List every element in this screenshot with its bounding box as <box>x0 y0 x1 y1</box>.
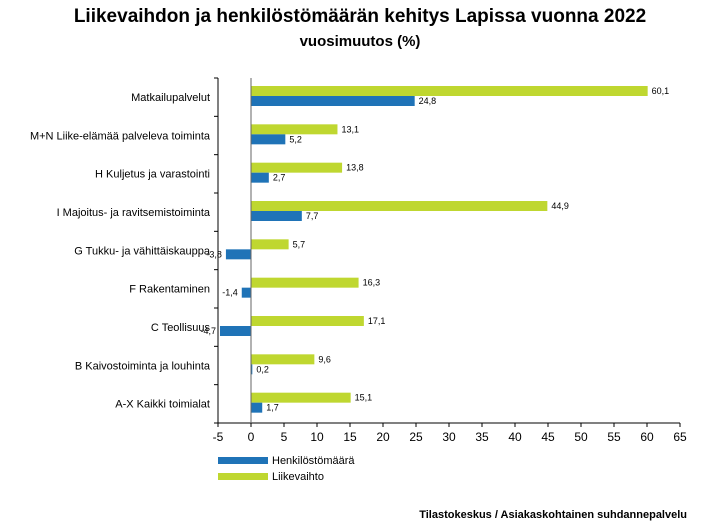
category-label: F Rakentaminen <box>129 284 210 296</box>
data-label: 60,1 <box>652 86 670 96</box>
bar-henkilostomaara <box>241 287 251 298</box>
data-label: 13,1 <box>341 124 359 134</box>
x-tick-label: 25 <box>409 430 423 444</box>
x-tick-label: -5 <box>213 430 224 444</box>
x-tick-label: 65 <box>673 430 687 444</box>
x-tick-label: 40 <box>508 430 522 444</box>
source-note: Tilastokeskus / Asiakaskohtainen suhdann… <box>419 509 687 521</box>
data-label: 2,7 <box>273 173 286 183</box>
bar-liikevaihto <box>251 201 548 211</box>
x-tick-label: 10 <box>310 430 324 444</box>
x-tick-label: 5 <box>281 430 288 444</box>
legend-swatch <box>218 457 268 464</box>
data-label: -4,7 <box>200 326 216 336</box>
x-tick-label: 50 <box>574 430 588 444</box>
data-label: 7,7 <box>306 211 319 221</box>
x-tick-label: 15 <box>343 430 357 444</box>
x-tick-label: 35 <box>475 430 489 444</box>
bar-henkilostomaara <box>219 326 251 336</box>
category-label: C Teollisuus <box>151 322 211 334</box>
data-label: -3,8 <box>206 249 222 259</box>
legend-label: Henkilöstömäärä <box>272 455 355 467</box>
data-label: 17,1 <box>368 316 386 326</box>
bar-henkilostomaara <box>251 172 269 183</box>
bar-liikevaihto <box>251 354 315 365</box>
data-label: 5,2 <box>289 134 302 144</box>
data-label: 9,6 <box>318 354 331 364</box>
x-tick-label: 60 <box>640 430 654 444</box>
data-label: 13,8 <box>346 163 364 173</box>
data-label: 44,9 <box>551 201 569 211</box>
category-label: G Tukku- ja vähittäiskauppa <box>74 245 211 257</box>
bar-liikevaihto <box>251 392 351 403</box>
bar-henkilostomaara <box>251 402 263 413</box>
legend-label: Liikevaihto <box>272 471 324 483</box>
chart-title: Liikevaihdon ja henkilöstömäärän kehitys… <box>73 6 647 27</box>
axes-layer: -5 0 5 10 15 20 25 30 35 40 45 50 55 60 65 <box>213 77 687 444</box>
data-label: -1,4 <box>222 288 238 298</box>
x-tick-label: 55 <box>607 430 621 444</box>
chart-subtitle: vuosimuutos (%) <box>299 33 421 50</box>
category-label: M+N Liike-elämää palveleva toiminta <box>30 130 211 142</box>
bars-layer <box>219 86 648 413</box>
data-label: 16,3 <box>363 278 381 288</box>
data-label: 24,8 <box>419 96 437 106</box>
x-tick-label: 0 <box>248 430 255 444</box>
legend: Henkilöstömäärä Liikevaihto <box>218 455 355 483</box>
bar-liikevaihto <box>251 162 343 173</box>
bar-liikevaihto <box>251 277 359 288</box>
bar-henkilostomaara <box>225 249 251 260</box>
x-tick-label: 20 <box>376 430 390 444</box>
data-label: 1,7 <box>266 403 279 413</box>
bar-liikevaihto <box>251 124 338 135</box>
data-label: 0,2 <box>256 364 269 374</box>
category-label: B Kaivostoiminta ja louhinta <box>75 360 211 372</box>
bar-liikevaihto <box>251 239 289 250</box>
x-tick-label: 45 <box>541 430 555 444</box>
data-label: 5,7 <box>293 239 306 249</box>
labels-layer: Matkailupalvelut 60,1 24,8 M+N Liike-elämää… <box>30 86 669 413</box>
category-label: Matkailupalvelut <box>131 92 210 104</box>
x-tick-label: 30 <box>442 430 456 444</box>
bar-liikevaihto <box>251 316 364 326</box>
legend-swatch <box>218 473 268 480</box>
data-label: 15,1 <box>355 393 373 403</box>
bar-liikevaihto <box>251 86 648 96</box>
bar-henkilostomaara <box>251 134 286 145</box>
bar-henkilostomaara <box>251 96 415 106</box>
category-label: A-X Kaikki toimialat <box>115 399 210 411</box>
category-label: I Majoitus- ja ravitsemistoiminta <box>57 207 211 219</box>
bar-henkilostomaara <box>251 211 302 221</box>
category-label: H Kuljetus ja varastointi <box>95 169 210 181</box>
bar-henkilostomaara <box>251 364 253 375</box>
